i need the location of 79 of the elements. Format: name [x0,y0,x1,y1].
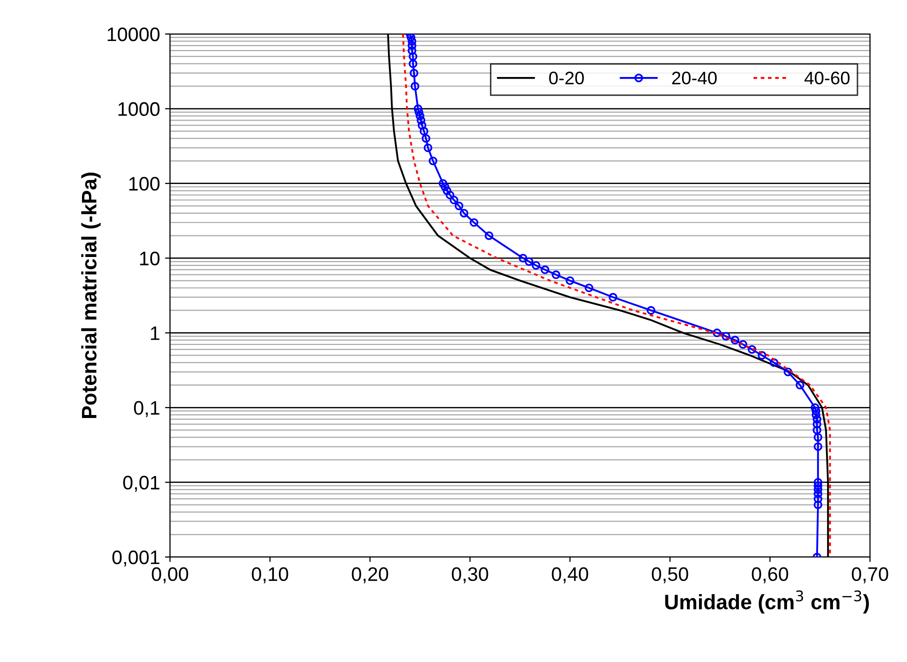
point [446,190,454,200]
point [814,485,822,494]
x-tick-label: 0,70 [852,567,888,584]
point [414,108,424,116]
y-tick-label: 10000 [108,27,160,42]
point [438,179,448,188]
point [584,284,594,292]
point [450,196,458,204]
legend-label: 40-60 [804,72,850,84]
point [524,257,534,266]
point [712,328,722,338]
y-tick-label: 100 [129,176,160,191]
point [410,68,418,78]
legend-label: 0-20 [549,72,584,84]
point [518,254,528,262]
x-axis-title: Umidade (cm$^{3}$ cm$^{−3}$) [665,590,869,614]
x-tick-label: 0,50 [652,567,688,584]
y-tick-label: 10 [140,252,160,266]
x-tick-label: 0,20 [352,567,388,584]
point [814,494,822,504]
point [758,351,766,360]
y-tick-label: 0,01 [123,476,160,492]
point [416,116,426,125]
point [532,261,540,270]
point [428,156,438,166]
point [414,104,422,114]
y-tick-label: 1 [150,326,160,340]
point [646,306,656,315]
point [552,270,560,280]
point [460,208,468,218]
y-tick-label: 0,001 [112,550,160,567]
point [540,265,550,274]
point [470,218,478,227]
point [416,112,424,120]
point [454,202,464,210]
point [812,426,822,434]
point [408,46,416,55]
y-tick-label: 0,1 [134,401,160,418]
x-tick-label: 0,40 [552,567,588,584]
point [566,276,574,285]
point [796,380,804,390]
point [812,410,820,420]
x-tick-label: 0,00 [152,567,188,584]
point [812,406,820,416]
point [814,500,822,510]
point [442,186,452,195]
y-axis-title: Potencial matricial (-kPa) [81,172,101,418]
point [406,34,416,42]
point [810,403,820,412]
point [408,41,416,50]
point [814,442,822,451]
point [738,340,748,349]
point [722,332,730,341]
point [748,345,756,354]
point [784,368,792,376]
point [408,52,418,61]
y-tick-label: 1000 [118,102,160,116]
point [410,82,420,91]
point [422,134,430,143]
legend-label: 20-40 [672,72,717,84]
x-tick-label: 0,10 [252,567,288,584]
point [440,182,450,192]
point [814,478,822,487]
point [814,432,822,442]
point [608,292,618,302]
point [408,59,418,68]
point [418,120,426,130]
point [770,358,778,367]
point [420,126,428,136]
x-tick-label: 0,30 [452,567,488,584]
point [814,490,822,498]
point [812,414,822,424]
x-tick-label: 0,60 [752,567,788,584]
point [814,481,822,490]
point [424,143,432,152]
point [408,36,416,46]
point [730,336,740,344]
point [484,231,494,240]
point [812,420,822,428]
